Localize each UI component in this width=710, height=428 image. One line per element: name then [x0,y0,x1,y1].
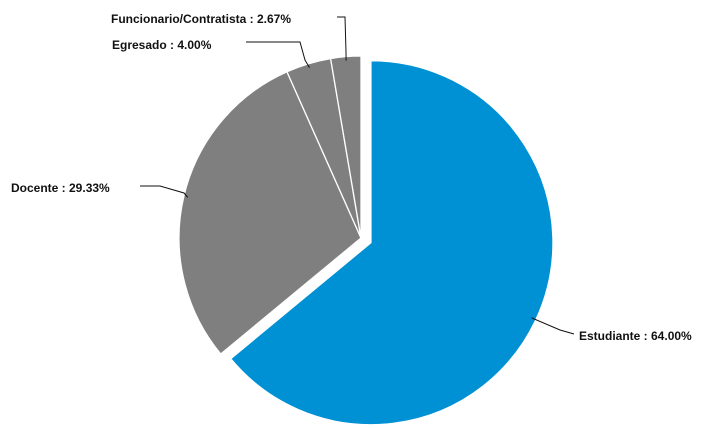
leader-line-docente [140,185,189,198]
leader-line-egresado [246,41,310,68]
pie-slice-docente [178,70,362,355]
pie-slices [178,55,554,426]
slice-label-funcionario-contratista: Funcionario/Contratista : 2.67% [111,12,291,26]
pie-slice-estudiante [229,60,554,426]
slice-label-docente: Docente : 29.33% [11,181,110,195]
slice-labels: Estudiante : 64.00% Docente : 29.33% Egr… [11,12,692,343]
leader-line-estudiante [531,317,575,335]
slice-label-egresado: Egresado : 4.00% [112,38,212,52]
leader-lines [140,16,575,335]
leader-line-funcionario-contratista [337,16,347,61]
slice-label-estudiante: Estudiante : 64.00% [579,329,692,343]
